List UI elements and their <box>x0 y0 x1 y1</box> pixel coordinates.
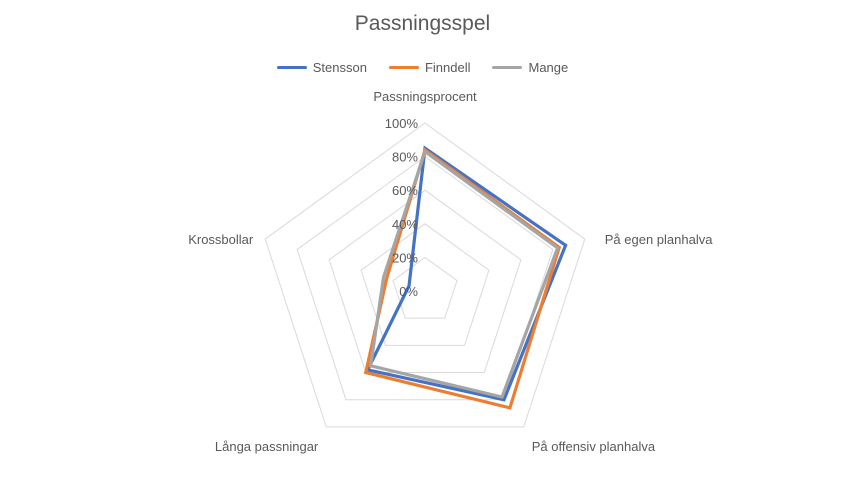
legend: Stensson Finndell Mange <box>0 60 845 75</box>
legend-item-finndell: Finndell <box>388 60 471 75</box>
legend-item-stensson: Stensson <box>276 60 367 75</box>
tick-label: 60% <box>392 183 418 198</box>
tick-label: 40% <box>392 217 418 232</box>
legend-swatch-finndell <box>388 66 419 69</box>
category-label: På egen planhalva <box>605 232 713 247</box>
category-label: Långa passningar <box>215 439 319 454</box>
grid-ring-4 <box>296 155 554 401</box>
series-line-stensson <box>365 145 568 402</box>
chart-title: Passningsspel <box>354 12 491 35</box>
grid-ring-5 <box>264 122 586 428</box>
tick-label: 100% <box>385 116 419 131</box>
series-line-mange <box>368 148 560 399</box>
grid-ring-3 <box>328 189 522 374</box>
legend-label-mange: Mange <box>528 60 569 75</box>
legend-label-finndell: Finndell <box>424 60 471 75</box>
category-label: Krossbollar <box>188 232 254 247</box>
grid-ring-2 <box>360 223 490 346</box>
category-label: Passningsprocent <box>373 89 477 104</box>
grid-ring-1 <box>392 256 458 319</box>
tick-label: 80% <box>392 150 418 165</box>
legend-swatch-stensson <box>276 66 307 69</box>
tick-label: 20% <box>392 250 418 265</box>
category-label: På offensiv planhalva <box>532 439 656 454</box>
legend-label-stensson: Stensson <box>312 60 367 75</box>
tick-label: 0% <box>399 284 418 299</box>
legend-item-mange: Mange <box>492 60 568 75</box>
legend-swatch-mange <box>492 66 523 69</box>
